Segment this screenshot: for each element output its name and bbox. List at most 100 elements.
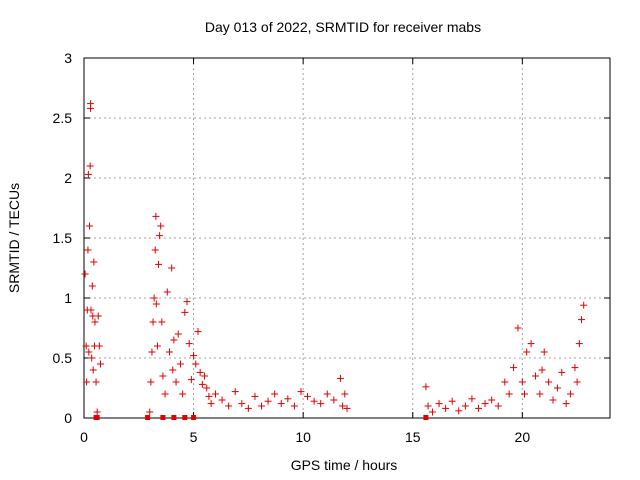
data-point: [336, 374, 344, 382]
data-point: [501, 378, 509, 386]
axis-point: [94, 415, 100, 420]
data-point: [95, 342, 103, 350]
y-tick-labels: 0 0.5 1 1.5 2 2.5 3: [53, 50, 73, 426]
data-point: [153, 342, 161, 350]
data-point: [198, 380, 206, 388]
data-point: [424, 402, 432, 410]
data-point: [523, 348, 531, 356]
data-point: [181, 308, 189, 316]
data-point: [339, 402, 347, 410]
data-point: [89, 366, 97, 374]
data-point: [93, 408, 101, 416]
data-point: [521, 390, 529, 398]
data-point: [317, 400, 325, 408]
data-point: [150, 294, 158, 302]
axis-point: [160, 415, 166, 420]
data-point: [87, 306, 95, 314]
data-point: [205, 392, 213, 400]
data-point: [203, 384, 211, 392]
data-point: [84, 246, 92, 254]
data-point: [553, 384, 561, 392]
data-point: [323, 390, 331, 398]
data-point: [169, 366, 177, 374]
data-point: [244, 404, 252, 412]
y-tick-label: 0.5: [53, 350, 73, 366]
data-point: [545, 378, 553, 386]
data-point: [94, 312, 102, 320]
x-tick-label: 0: [80, 429, 88, 445]
data-point: [562, 400, 570, 408]
data-point: [183, 298, 191, 306]
data-point: [290, 402, 298, 410]
data-point: [84, 170, 92, 178]
data-point: [518, 378, 526, 386]
y-tick-label: 2: [64, 170, 72, 186]
data-point: [83, 378, 91, 386]
data-point: [207, 400, 215, 408]
data-point: [91, 318, 99, 326]
data-point: [343, 404, 351, 412]
x-axis-label: GPS time / hours: [291, 457, 398, 473]
data-point: [85, 348, 93, 356]
x-tick-label: 15: [405, 429, 421, 445]
data-point: [147, 378, 155, 386]
data-point: [527, 340, 535, 348]
y-tick-label: 1.5: [53, 230, 73, 246]
data-point: [540, 348, 548, 356]
data-point: [567, 390, 575, 398]
data-point: [157, 222, 165, 230]
data-point: [152, 212, 160, 220]
data-point: [284, 395, 292, 403]
y-tick-label: 2.5: [53, 110, 73, 126]
data-point: [190, 352, 198, 360]
data-point: [148, 348, 156, 356]
data-point: [176, 360, 184, 368]
data-point: [85, 222, 93, 230]
data-point: [277, 400, 285, 408]
x-tick-label: 10: [295, 429, 311, 445]
data-point: [468, 395, 476, 403]
data-point: [578, 316, 586, 324]
data-point: [92, 378, 100, 386]
y-tick-label: 1: [64, 290, 72, 306]
data-point: [271, 390, 279, 398]
axis-point: [182, 415, 188, 420]
data-point: [258, 402, 266, 410]
data-point: [536, 390, 544, 398]
data-point: [96, 360, 104, 368]
data-point: [86, 162, 94, 170]
chart-title: Day 013 of 2022, SRMTID for receiver mab…: [205, 19, 481, 35]
data-point: [196, 368, 204, 376]
data-point: [238, 400, 246, 408]
data-point: [549, 396, 557, 404]
data-point: [251, 392, 259, 400]
data-point: [90, 258, 98, 266]
y-axis-label: SRMTID / TECUs: [6, 183, 22, 293]
data-point: [531, 372, 539, 380]
data-point: [488, 396, 496, 404]
data-point: [264, 397, 272, 405]
data-point: [88, 282, 96, 290]
data-point: [81, 270, 89, 278]
data-point: [575, 340, 583, 348]
data-point: [225, 402, 233, 410]
data-point: [304, 392, 312, 400]
data-point: [194, 328, 202, 336]
data-point: [149, 318, 157, 326]
data-point: [330, 396, 338, 404]
axis-point: [145, 415, 151, 420]
data-point: [461, 402, 469, 410]
data-point: [231, 388, 239, 396]
data-point: [179, 390, 187, 398]
axis-ticks: [83, 57, 610, 419]
x-tick-labels: 0 5 10 15 20: [80, 429, 530, 445]
data-point: [341, 390, 349, 398]
data-point: [571, 364, 579, 372]
data-point: [152, 300, 160, 308]
data-point: [187, 376, 195, 384]
x-tick-label: 20: [515, 429, 531, 445]
data-point: [448, 397, 456, 405]
data-point: [88, 354, 96, 362]
data-point: [155, 260, 163, 268]
data-point: [163, 288, 171, 296]
